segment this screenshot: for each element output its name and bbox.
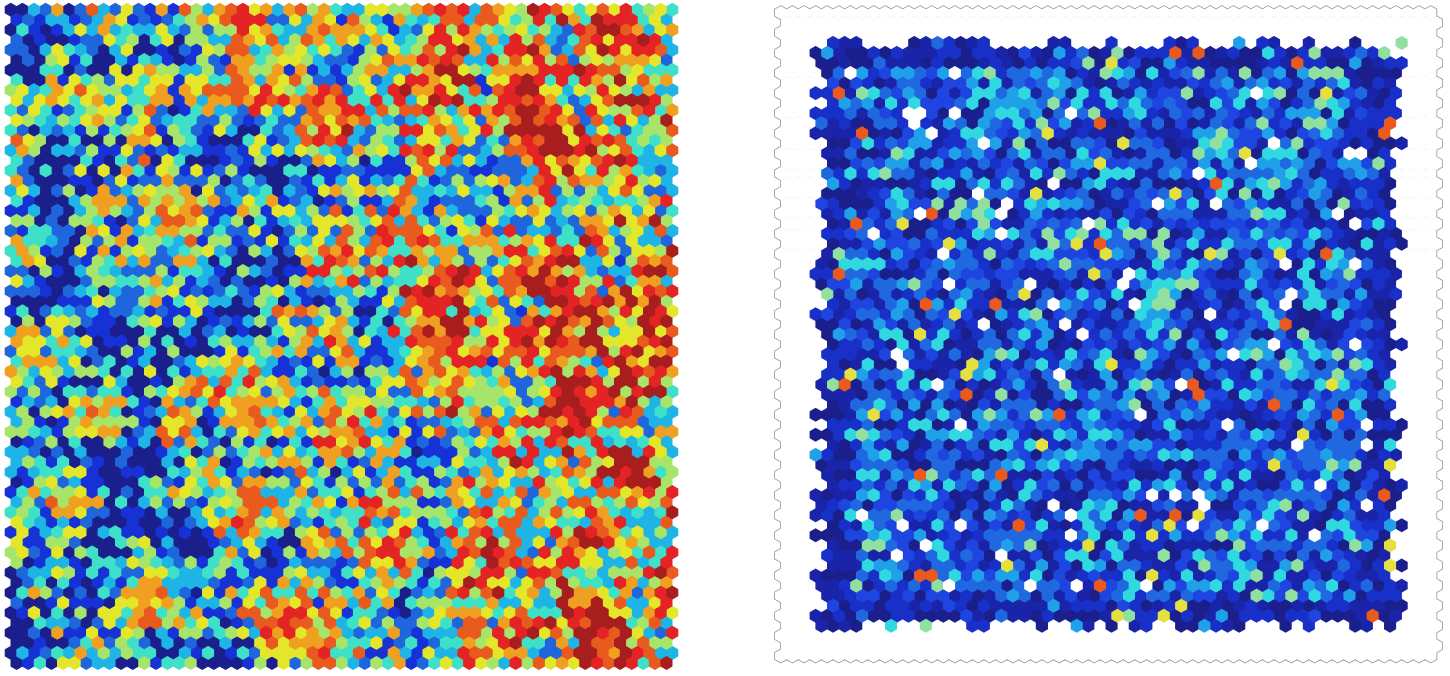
hex-cells (4, 2, 627, 670)
hex-cells (10, 2, 679, 670)
hex-cells (4, 2, 673, 670)
hex-cells (341, 2, 679, 670)
hex-cells (4, 2, 435, 670)
left-hex-map (4, 2, 679, 670)
hex-cells (838, 45, 1397, 633)
hex-cells (815, 35, 1391, 623)
hex-cells (844, 66, 1373, 593)
hex-cells (4, 2, 679, 670)
hex-cells (809, 35, 1408, 633)
right-hex-map (774, 5, 1443, 664)
hex-cells (809, 35, 1397, 633)
hex-cells (809, 35, 1408, 633)
hex-cells (809, 35, 1408, 633)
hex-cells (10, 2, 679, 670)
hex-cells (4, 2, 679, 670)
